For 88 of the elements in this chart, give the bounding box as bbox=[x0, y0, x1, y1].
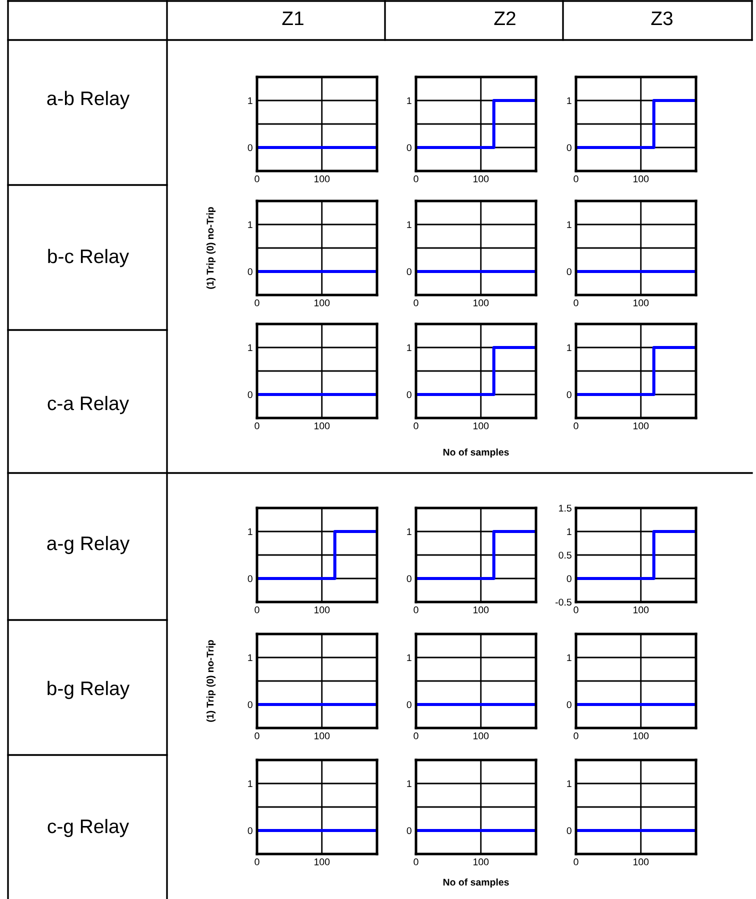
text: Z3 bbox=[651, 11, 672, 26]
x-tick-label: 100 bbox=[633, 175, 649, 182]
y-tick-label: 0 bbox=[406, 827, 412, 834]
x-tick-label: 0 bbox=[414, 858, 418, 866]
y-tick-label: 0 bbox=[566, 268, 572, 276]
x-tick-label: 100 bbox=[633, 858, 649, 866]
y-tick-label: 1 bbox=[567, 780, 572, 788]
x-tick-label: 0 bbox=[574, 299, 578, 306]
y-tick-label: 1 bbox=[407, 221, 412, 228]
y-tick-label: 0 bbox=[248, 701, 252, 708]
y-tick-label: 1 bbox=[248, 344, 252, 352]
text: Z2 bbox=[494, 11, 516, 26]
x-tick-label: 100 bbox=[473, 606, 489, 614]
y-tick-label: 0 bbox=[406, 575, 412, 582]
y-tick-label: 1 bbox=[567, 654, 572, 662]
x-tick-label: 100 bbox=[633, 299, 649, 306]
y-tick-label: 1 bbox=[407, 780, 412, 788]
x-tick-label: 0 bbox=[414, 299, 418, 306]
y-tick-label: 1 bbox=[248, 221, 252, 228]
x-tick-label: 100 bbox=[314, 422, 330, 430]
y-tick-label: 1 bbox=[407, 344, 412, 352]
y-tick-label: 0 bbox=[248, 827, 252, 834]
x-tick-label: 100 bbox=[314, 299, 330, 306]
y-tick-label: 0 bbox=[566, 391, 572, 398]
y-tick-label: 0 bbox=[406, 391, 412, 398]
y-tick-label: 1 bbox=[407, 528, 412, 536]
y-tick-label: 1 bbox=[248, 97, 252, 104]
y-tick-label: 0 bbox=[248, 575, 252, 582]
text: b-c Relay bbox=[48, 248, 130, 268]
y-tick-label: 1 bbox=[248, 780, 252, 788]
x-tick-label: 0 bbox=[254, 858, 260, 866]
y-tick-label: 0.5 bbox=[558, 552, 572, 559]
text: (1) Trip (0) no-Trip bbox=[206, 640, 216, 722]
y-tick-label: 1 bbox=[407, 97, 412, 104]
text: Z1 bbox=[282, 12, 304, 26]
x-tick-label: 100 bbox=[633, 422, 649, 430]
x-tick-label: 0 bbox=[414, 175, 418, 182]
y-tick-label: 1 bbox=[407, 654, 412, 662]
y-tick-label: -0.5 bbox=[556, 598, 572, 606]
y-tick-label: 0 bbox=[248, 144, 252, 152]
y-tick-label: 0 bbox=[406, 268, 412, 276]
text: b-g Relay bbox=[48, 680, 130, 700]
x-tick-label: 100 bbox=[473, 299, 489, 306]
x-tick-label: 100 bbox=[314, 858, 330, 866]
text: a-g Relay bbox=[47, 536, 130, 554]
x-tick-label: 0 bbox=[254, 175, 260, 182]
text: a-b Relay bbox=[47, 90, 130, 110]
x-tick-label: 100 bbox=[633, 732, 649, 740]
x-tick-label: 0 bbox=[414, 732, 418, 740]
y-tick-label: 0 bbox=[248, 268, 252, 276]
x-tick-label: 100 bbox=[314, 606, 330, 614]
text: c-a Relay bbox=[48, 396, 130, 414]
y-tick-label: 0 bbox=[248, 391, 252, 398]
text: No of samples bbox=[443, 878, 509, 888]
y-tick-label: 0 bbox=[566, 144, 572, 152]
y-tick-label: 1 bbox=[567, 344, 572, 352]
x-tick-label: 0 bbox=[254, 299, 260, 306]
x-tick-label: 0 bbox=[574, 606, 578, 614]
y-tick-label: 1.5 bbox=[559, 504, 572, 512]
y-tick-label: 1 bbox=[248, 654, 252, 662]
x-tick-label: 0 bbox=[254, 732, 260, 740]
x-tick-label: 100 bbox=[473, 422, 489, 430]
x-tick-label: 100 bbox=[314, 175, 330, 182]
y-tick-label: 1 bbox=[567, 97, 572, 104]
x-tick-label: 0 bbox=[254, 606, 260, 614]
x-tick-label: 0 bbox=[414, 422, 418, 430]
y-tick-label: 0 bbox=[566, 701, 572, 708]
y-tick-label: 1 bbox=[248, 528, 252, 536]
text: (1) Trip (0) no-Trip bbox=[206, 207, 216, 289]
x-tick-label: 0 bbox=[574, 858, 578, 866]
y-tick-label: 0 bbox=[406, 144, 412, 152]
x-tick-label: 0 bbox=[574, 175, 578, 182]
text: c-g Relay bbox=[48, 818, 130, 838]
x-tick-label: 100 bbox=[633, 606, 649, 614]
x-tick-label: 0 bbox=[254, 422, 260, 430]
x-tick-label: 100 bbox=[314, 732, 330, 740]
y-tick-label: 1 bbox=[567, 528, 572, 536]
x-tick-label: 100 bbox=[473, 858, 489, 866]
x-tick-label: 0 bbox=[414, 606, 418, 614]
y-tick-label: 0 bbox=[566, 827, 572, 834]
x-tick-label: 100 bbox=[473, 175, 489, 182]
x-tick-label: 100 bbox=[473, 732, 489, 740]
y-tick-label: 1 bbox=[567, 221, 572, 228]
x-tick-label: 0 bbox=[574, 732, 578, 740]
text: No of samples bbox=[443, 448, 509, 458]
y-tick-label: 0 bbox=[566, 575, 572, 582]
x-tick-label: 0 bbox=[574, 422, 578, 430]
y-tick-label: 0 bbox=[406, 701, 412, 708]
